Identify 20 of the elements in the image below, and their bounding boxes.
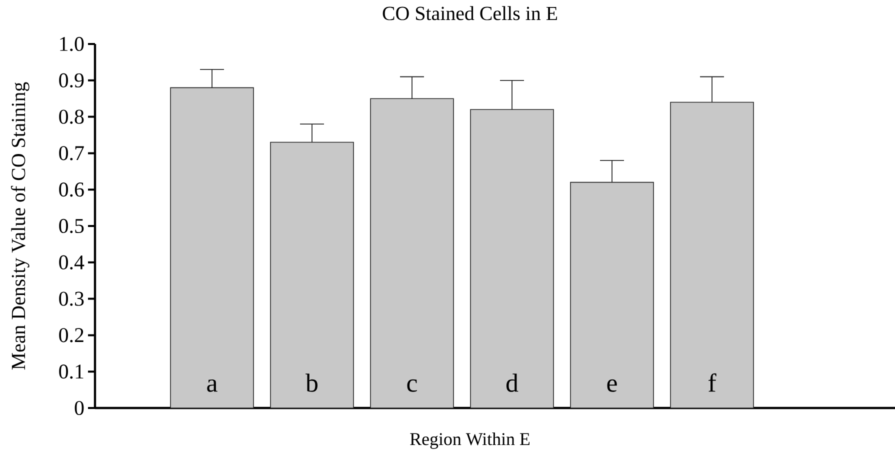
y-tick-label: 0.3 — [59, 292, 84, 306]
x-tick-label: f — [708, 373, 716, 392]
y-tick-label: 0.1 — [59, 364, 84, 379]
y-tick-label: 0.6 — [59, 182, 84, 197]
y-axis-title: Mean Density Value of CO Staining — [10, 82, 30, 370]
y-tick-label: 0 — [74, 400, 84, 416]
x-tick-label: a — [207, 379, 218, 392]
y-tick-label: 0.9 — [59, 73, 84, 88]
y-tick-label: 0.8 — [59, 110, 84, 124]
y-tick-label: 1.0 — [60, 36, 84, 52]
x-tick-label: d — [506, 374, 518, 392]
chart-title: CO Stained Cells in E — [382, 6, 558, 20]
y-tick-label: 0.7 — [59, 146, 84, 160]
x-tick-label: e — [607, 379, 617, 392]
y-tick-label: 0.5 — [59, 218, 84, 234]
x-tick-label: b — [306, 374, 318, 392]
y-tick-label: 0.4 — [59, 255, 84, 270]
x-axis-title: Region Within E — [410, 432, 530, 449]
y-tick-label: 0.2 — [59, 328, 84, 342]
x-tick-label: c — [407, 379, 417, 392]
